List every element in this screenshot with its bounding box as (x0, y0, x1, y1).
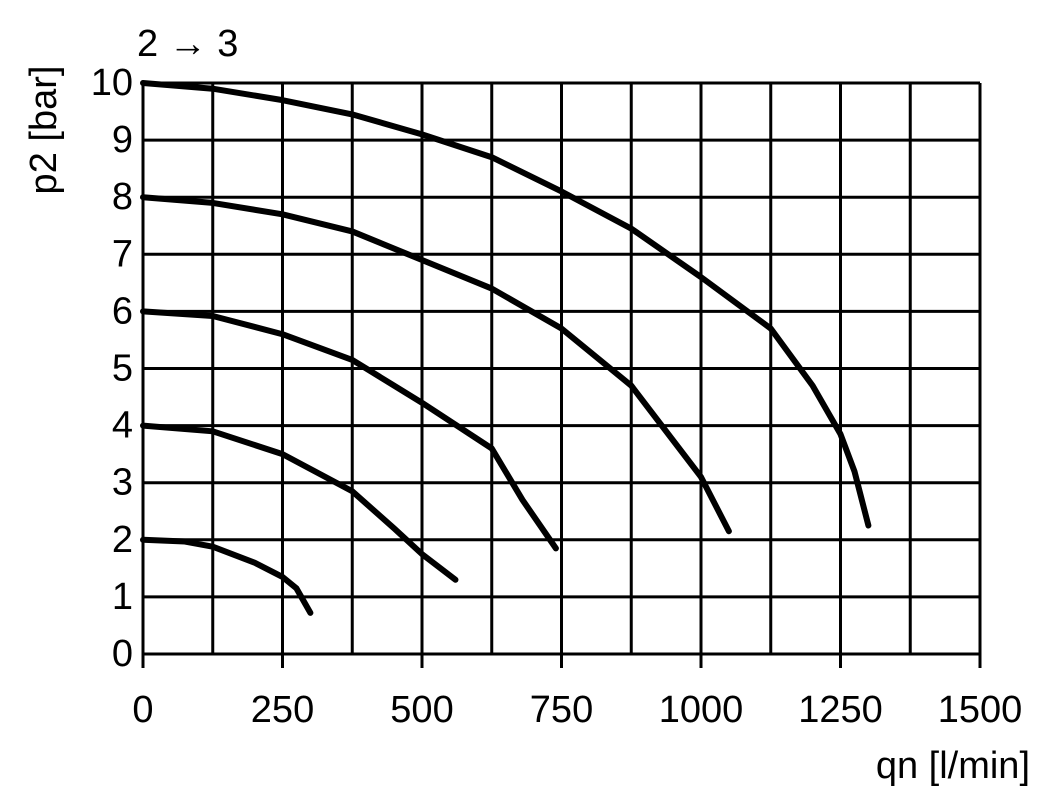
y-tick-label: 5 (112, 348, 133, 390)
x-tick-label: 1500 (938, 689, 1023, 731)
y-tick-label: 3 (112, 462, 133, 504)
x-tick-label: 500 (390, 689, 453, 731)
y-tick-label: 7 (112, 233, 133, 275)
x-tick-label: 750 (530, 689, 593, 731)
y-tick-label: 6 (112, 290, 133, 332)
curve (140, 194, 732, 535)
y-tick-label: 10 (91, 62, 133, 104)
x-tick-label: 1250 (798, 689, 883, 731)
curve (140, 80, 872, 529)
y-tick-label: 0 (112, 633, 133, 675)
y-tick-label: 8 (112, 176, 133, 218)
curve (140, 308, 559, 552)
curve (140, 422, 459, 583)
y-tick-label: 2 (112, 519, 133, 561)
x-tick-label: 1000 (659, 689, 744, 731)
curve (140, 536, 314, 616)
x-tick-label: 0 (132, 689, 153, 731)
y-axis-label: p2 [bar] (23, 66, 65, 195)
x-tick-label: 250 (251, 689, 314, 731)
chart-title: 2 → 3 (137, 23, 238, 65)
y-tick-label: 9 (112, 119, 133, 161)
y-tick-label: 1 (112, 576, 133, 618)
y-tick-label: 4 (112, 405, 133, 447)
x-axis-label: qn [l/min] (876, 745, 1030, 787)
